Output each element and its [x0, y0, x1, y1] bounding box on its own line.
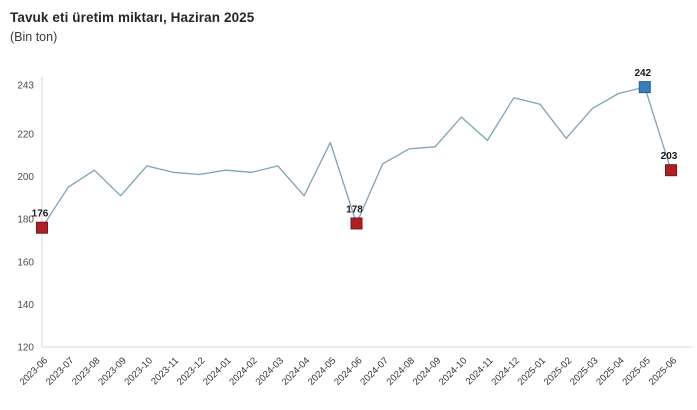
x-tick-label: 2023-06 [18, 355, 50, 387]
x-tick-label: 2025-01 [516, 355, 548, 387]
x-tick-label: 2024-06 [332, 355, 364, 387]
value-label-2024-06: 178 [346, 204, 363, 215]
x-tick-label: 2025-04 [594, 355, 626, 387]
x-tick-label: 2024-09 [411, 355, 443, 387]
line-chart: 1201401601802002202432023-062023-072023-… [17, 68, 692, 388]
y-tick-label: 220 [17, 129, 34, 140]
x-tick-label: 2024-04 [280, 355, 312, 387]
x-tick-label: 2025-06 [647, 355, 679, 387]
y-tick-label: 180 [17, 215, 34, 226]
x-tick-label: 2024-10 [437, 355, 469, 387]
y-tick-label: 140 [17, 300, 34, 311]
x-tick-label: 2025-03 [568, 355, 600, 387]
value-label-2025-06: 203 [661, 151, 678, 162]
x-tick-label: 2023-10 [123, 355, 155, 387]
y-tick-label: 120 [17, 343, 34, 354]
marker-2023-06 [36, 221, 48, 234]
x-tick-label: 2024-08 [385, 355, 417, 387]
x-tick-label: 2025-05 [620, 355, 652, 387]
x-tick-label: 2024-12 [489, 355, 521, 387]
y-tick-label: 243 [17, 81, 34, 92]
x-tick-label: 2024-07 [358, 355, 390, 387]
x-tick-label: 2023-07 [44, 355, 76, 387]
chart-subtitle: (Bin ton) [10, 30, 58, 44]
y-tick-label: 160 [17, 257, 34, 268]
chart-title: Tavuk eti üretim miktarı, Haziran 2025 [10, 10, 255, 25]
x-tick-label: 2023-08 [70, 355, 102, 387]
x-tick-label: 2023-09 [96, 355, 128, 387]
value-label-2023-06: 176 [32, 209, 49, 220]
marker-2025-06 [665, 164, 677, 177]
marker-2025-05 [638, 81, 651, 94]
x-tick-label: 2025-02 [542, 355, 574, 387]
y-tick-label: 200 [17, 172, 34, 183]
marker-2024-06 [350, 217, 363, 230]
x-tick-label: 2024-02 [227, 355, 259, 387]
x-tick-label: 2024-05 [306, 355, 338, 387]
x-tick-label: 2024-01 [201, 355, 233, 387]
x-tick-label: 2023-12 [175, 355, 207, 387]
value-label-2025-05: 242 [634, 68, 651, 79]
x-tick-label: 2024-03 [254, 355, 286, 387]
